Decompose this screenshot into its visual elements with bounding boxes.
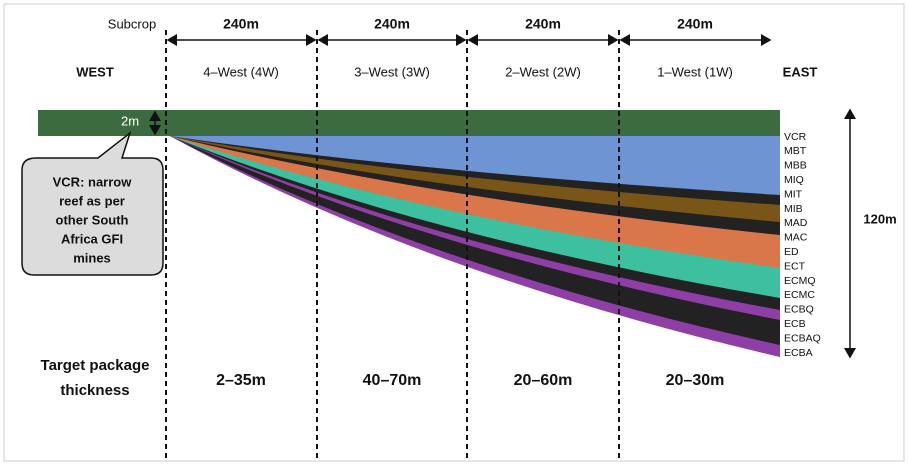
diagram: 2m Subcrop 240m 240m 240m 240m WEST EAST… xyxy=(0,0,909,466)
layer-label: ECBA xyxy=(784,347,813,359)
callout-line: reef as per xyxy=(59,193,125,208)
zone: 2–West (2W) xyxy=(505,64,581,79)
callout-line: VCR: narrow xyxy=(53,174,133,189)
layer-label: MIQ xyxy=(784,174,804,186)
zone: 4–West (4W) xyxy=(203,64,279,79)
layer-label: MAC xyxy=(784,232,808,244)
package-thickness: 20–60m xyxy=(514,372,573,389)
layer-label: ECBQ xyxy=(784,304,814,316)
callout-line: Africa GFI xyxy=(61,231,123,246)
layer-label: ECMC xyxy=(784,289,815,301)
layer-label: ECBAQ xyxy=(784,332,821,344)
layer-label: ECMQ xyxy=(784,275,816,287)
width: 240m xyxy=(677,16,713,32)
callout-line: mines xyxy=(73,250,111,265)
subcrop: Subcrop xyxy=(108,16,156,31)
layer-label: ED xyxy=(784,246,799,258)
callout-line: other South xyxy=(56,212,129,227)
layer-label: ECT xyxy=(784,260,806,272)
layer-label: VCR xyxy=(784,131,807,143)
layer-label: MIB xyxy=(784,203,803,215)
package-label: thickness xyxy=(60,382,129,399)
reef-thickness: 2m xyxy=(121,113,139,128)
width: 240m xyxy=(525,16,561,32)
package-label: Target package xyxy=(41,357,150,374)
zone: 1–West (1W) xyxy=(657,64,733,79)
page: {"top": {"subcrop": "Subcrop", "widths":… xyxy=(0,0,909,466)
layer-label: MBB xyxy=(784,160,807,172)
vcr-band xyxy=(38,110,780,136)
layer-label: MBT xyxy=(784,145,807,157)
package-thickness: 20–30m xyxy=(666,372,725,389)
package-thickness: 40–70m xyxy=(363,372,422,389)
width: 240m xyxy=(374,16,410,32)
total-thickness: 120m xyxy=(863,211,896,226)
width: 240m xyxy=(223,16,259,32)
layer-label: ECB xyxy=(784,318,806,330)
layer-label: MAD xyxy=(784,217,808,229)
zone: 3–West (3W) xyxy=(354,64,430,79)
package-thickness: 2–35m xyxy=(216,372,266,389)
west: WEST xyxy=(76,64,114,79)
east: EAST xyxy=(783,64,818,79)
layer-label: MIT xyxy=(784,188,803,200)
